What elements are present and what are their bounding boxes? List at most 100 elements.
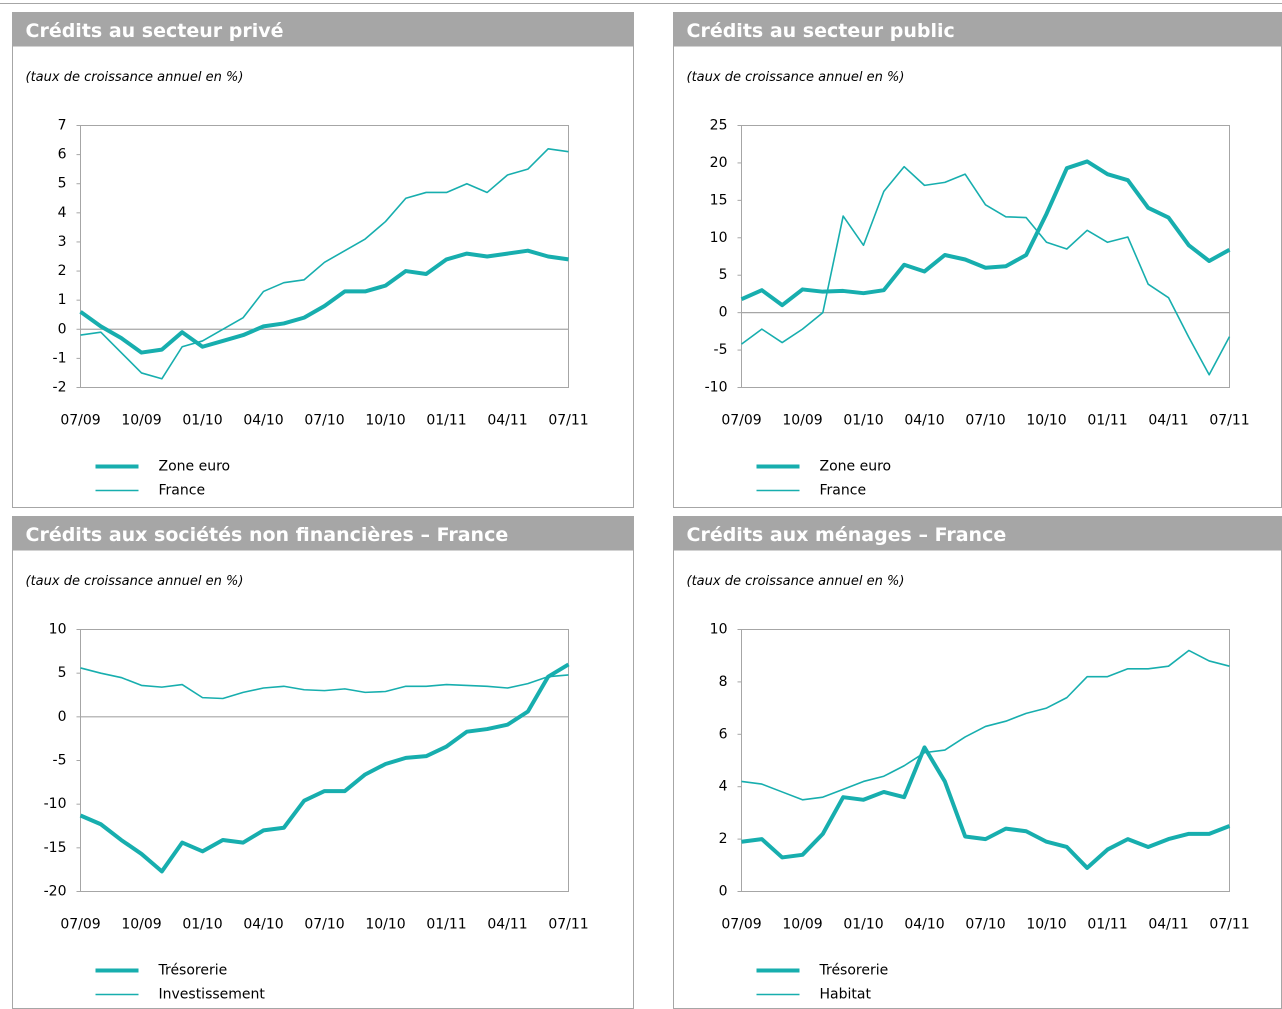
y-tick-label: 2 xyxy=(58,263,67,279)
series-line xyxy=(79,662,570,874)
x-tick-label: 10/10 xyxy=(1026,917,1066,933)
chart-subtitle: (taux de croissance annuel en %) xyxy=(26,70,244,85)
series-line xyxy=(741,745,1231,870)
x-tick-label: 10/09 xyxy=(121,413,161,429)
x-tick-label: 01/11 xyxy=(1087,413,1127,429)
y-tick-label: 8 xyxy=(719,674,728,690)
x-tick-label: 10/10 xyxy=(365,413,405,429)
y-tick-label: 6 xyxy=(58,147,67,163)
plot-frame xyxy=(741,629,1230,892)
x-tick-label: 07/11 xyxy=(548,917,588,933)
y-tick-label: 5 xyxy=(58,665,67,681)
x-tick-label: 04/10 xyxy=(904,917,944,933)
legend-label: Zone euro xyxy=(820,459,892,475)
y-tick-label: -1 xyxy=(53,350,67,366)
x-tick-label: 10/09 xyxy=(782,413,822,429)
x-tick-label: 01/10 xyxy=(843,917,883,933)
panel-header xyxy=(12,516,634,551)
series-line xyxy=(80,667,569,700)
legend-label: Trésorerie xyxy=(819,963,889,979)
y-tick-label: 10 xyxy=(710,230,728,246)
legend-label: Investissement xyxy=(159,987,266,1003)
x-tick-label: 04/11 xyxy=(487,917,527,933)
panel-border xyxy=(12,12,634,508)
x-tick-label: 01/10 xyxy=(843,413,883,429)
y-tick-label: 7 xyxy=(58,118,67,134)
legend-label: France xyxy=(159,483,206,499)
x-tick-label: 07/09 xyxy=(60,413,100,429)
series-line xyxy=(741,165,1231,376)
x-tick-label: 07/10 xyxy=(965,413,1005,429)
series-line xyxy=(79,248,569,355)
x-tick-label: 07/09 xyxy=(60,917,100,933)
legend-label: Habitat xyxy=(820,987,872,1003)
plot-frame xyxy=(80,629,569,892)
chart-subtitle: (taux de croissance annuel en %) xyxy=(687,70,905,85)
panel-border xyxy=(673,516,1282,1009)
y-tick-label: 6 xyxy=(719,726,728,742)
x-tick-label: 01/11 xyxy=(1087,917,1127,933)
x-tick-label: 07/10 xyxy=(965,917,1005,933)
chart-title: Crédits au secteur public xyxy=(687,20,955,42)
y-tick-label: 3 xyxy=(58,234,67,250)
x-tick-label: 10/09 xyxy=(121,917,161,933)
y-tick-label: 4 xyxy=(58,205,67,221)
y-tick-label: 2 xyxy=(719,831,728,847)
x-tick-label: 10/10 xyxy=(1026,413,1066,429)
panel-header xyxy=(673,516,1282,551)
x-tick-label: 01/10 xyxy=(182,917,222,933)
x-tick-label: 04/10 xyxy=(243,413,283,429)
y-tick-label: -5 xyxy=(53,753,67,769)
x-tick-label: 07/11 xyxy=(1209,413,1249,429)
chart-title: Crédits au secteur privé xyxy=(26,20,284,42)
x-tick-label: 07/09 xyxy=(721,917,761,933)
y-tick-label: 10 xyxy=(710,622,728,638)
x-tick-label: 07/10 xyxy=(304,917,344,933)
plot-frame xyxy=(80,125,569,388)
legend-label: Trésorerie xyxy=(158,963,228,979)
panel-header xyxy=(12,12,634,47)
y-tick-label: 0 xyxy=(719,884,728,900)
series-line xyxy=(80,147,569,380)
x-tick-label: 04/11 xyxy=(487,413,527,429)
x-tick-label: 04/11 xyxy=(1148,413,1188,429)
y-tick-label: -2 xyxy=(53,380,67,396)
chart-title: Crédits aux sociétés non financières – F… xyxy=(26,524,509,546)
y-tick-label: 5 xyxy=(58,176,67,192)
x-tick-label: 07/11 xyxy=(1209,917,1249,933)
x-tick-label: 01/11 xyxy=(426,413,466,429)
y-tick-label: 1 xyxy=(58,292,67,308)
x-tick-label: 04/10 xyxy=(904,413,944,429)
y-tick-label: -5 xyxy=(714,342,728,358)
plot-frame xyxy=(741,125,1230,388)
x-tick-label: 04/11 xyxy=(1148,917,1188,933)
x-tick-label: 07/11 xyxy=(548,413,588,429)
x-tick-label: 10/09 xyxy=(782,917,822,933)
legend-label: France xyxy=(820,483,867,499)
y-tick-label: 0 xyxy=(58,709,67,725)
x-tick-label: 10/10 xyxy=(365,917,405,933)
x-tick-label: 07/10 xyxy=(304,413,344,429)
series-line xyxy=(741,649,1230,801)
panel-border xyxy=(673,12,1282,508)
y-tick-label: -10 xyxy=(44,796,67,812)
y-tick-label: 15 xyxy=(710,192,728,208)
chart-title: Crédits aux ménages – France xyxy=(687,524,1007,546)
y-tick-label: -20 xyxy=(44,884,67,900)
chart-subtitle: (taux de croissance annuel en %) xyxy=(26,574,244,589)
y-tick-label: 4 xyxy=(719,779,728,795)
legend-label: Zone euro xyxy=(159,459,231,475)
y-tick-label: -10 xyxy=(705,380,728,396)
y-tick-label: 25 xyxy=(710,118,728,134)
series-line xyxy=(740,159,1231,308)
x-tick-label: 07/09 xyxy=(721,413,761,429)
panel-border xyxy=(12,516,634,1009)
y-tick-label: 0 xyxy=(719,305,728,321)
y-tick-label: 0 xyxy=(58,321,67,337)
x-tick-label: 01/10 xyxy=(182,413,222,429)
chart-subtitle: (taux de croissance annuel en %) xyxy=(687,574,905,589)
x-tick-label: 01/11 xyxy=(426,917,466,933)
panel-header xyxy=(673,12,1282,47)
